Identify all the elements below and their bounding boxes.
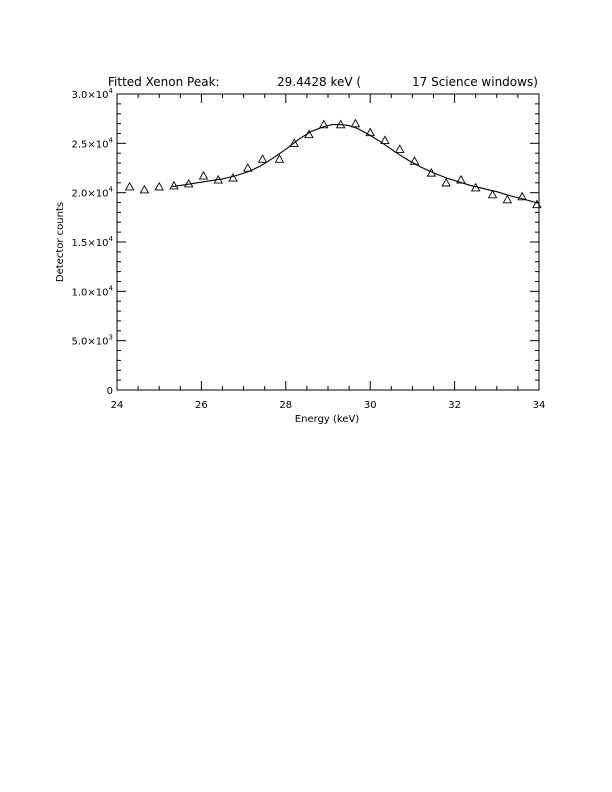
data-point-triangle <box>169 180 179 190</box>
data-point-triangle <box>228 172 238 182</box>
data-point-triangle <box>441 177 451 187</box>
data-point-triangle <box>154 181 164 191</box>
data-point-triangle <box>517 191 527 201</box>
data-point-triangle <box>487 189 498 199</box>
plot-frame <box>116 93 540 391</box>
data-point-triangle <box>350 118 361 128</box>
x-tick-label: 30 <box>364 400 377 411</box>
data-point-triangle <box>198 170 209 180</box>
y-tick-label: 3.0×104 <box>72 87 114 101</box>
data-point-triangle <box>124 181 135 191</box>
data-point-triangle <box>380 135 390 145</box>
title-label: Fitted Xenon Peak: <box>108 75 220 89</box>
y-axis-label: Detector counts <box>55 202 66 282</box>
data-point-triangle <box>289 138 300 147</box>
data-point-triangle <box>243 163 253 172</box>
data-point-triangle <box>274 154 285 163</box>
y-tick-label: 2.5×104 <box>72 136 114 150</box>
fit-curve <box>171 124 540 205</box>
data-point-triangle <box>502 194 513 204</box>
title-value: 29.4428 keV ( <box>277 75 361 89</box>
data-point-triangle <box>409 156 420 165</box>
x-tick-label: 24 <box>111 400 124 411</box>
data-point-triangle <box>139 184 150 194</box>
x-tick-label: 32 <box>448 400 461 411</box>
title-windows: 17 Science windows) <box>412 75 538 89</box>
y-tick-label: 1.0×104 <box>72 284 114 298</box>
data-point-triangle <box>532 199 542 209</box>
x-tick-label: 28 <box>279 400 292 411</box>
data-point-triangle <box>257 154 268 163</box>
y-tick-label: 0 <box>107 386 113 397</box>
x-tick-label: 26 <box>195 400 208 411</box>
data-point-triangle <box>365 127 375 137</box>
chart-title: Fitted Xenon Peak: 29.4428 keV ( 17 Scie… <box>108 75 538 89</box>
data-point-triangle <box>319 119 329 129</box>
x-axis-label: Energy (keV) <box>295 414 360 425</box>
y-tick-label: 5.0×103 <box>72 334 113 348</box>
x-tick-label: 34 <box>533 400 546 411</box>
data-point-triangle <box>394 144 405 153</box>
y-tick-label: 1.5×104 <box>72 235 114 249</box>
y-tick-label: 2.0×104 <box>72 186 114 200</box>
